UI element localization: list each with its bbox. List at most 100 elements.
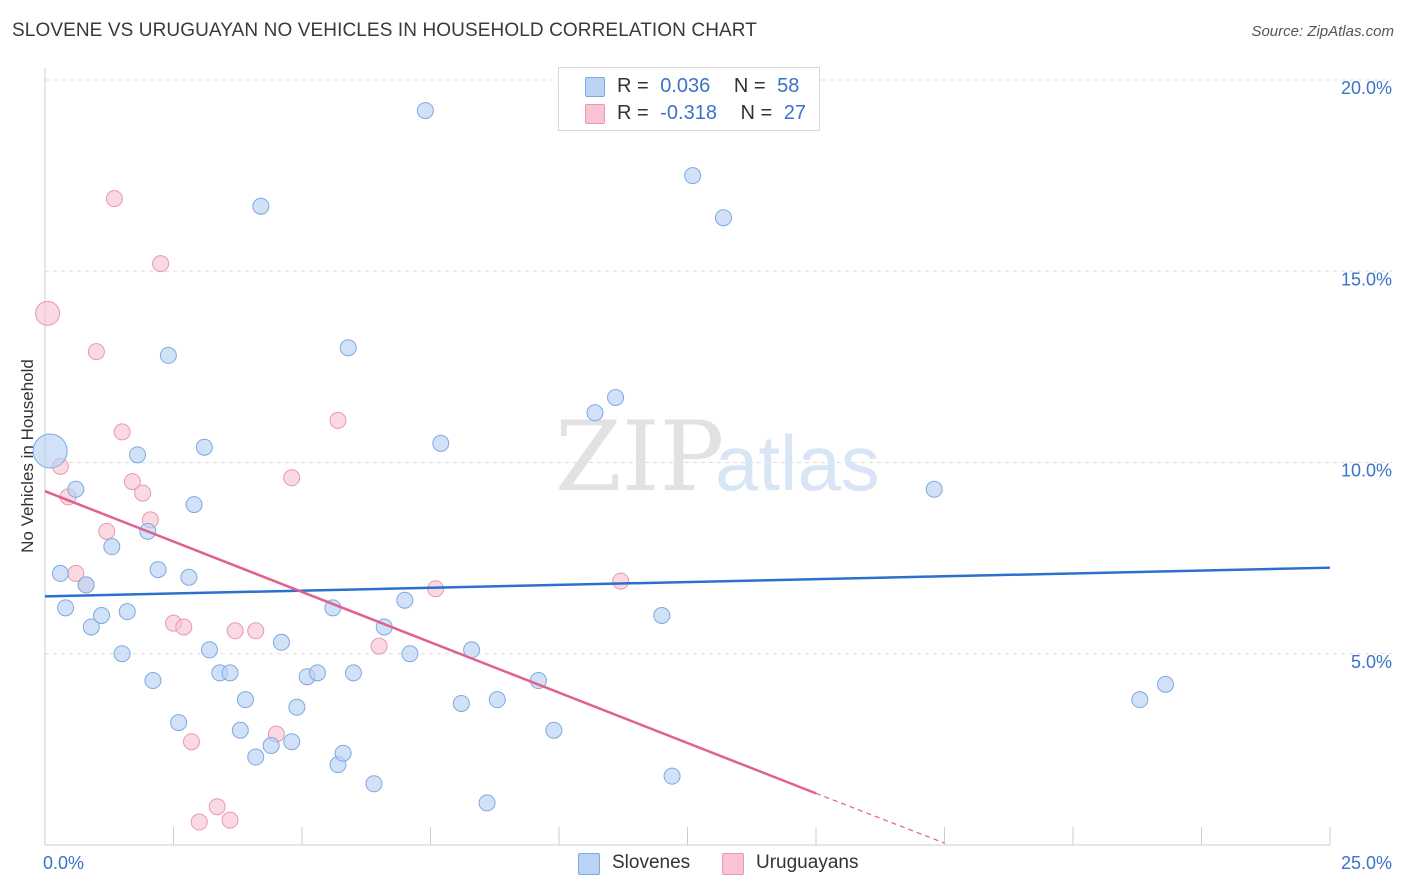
uruguayans-point [283,469,301,487]
slovenes-point [170,714,188,732]
slovenes-point [344,664,362,682]
bottom-legend-swatch-uruguayans [722,853,744,875]
slovenes-point [129,446,147,464]
uruguayans-point [208,798,226,816]
bottom-legend-label-slovenes: Slovenes [612,852,691,873]
uruguayans-point [182,733,200,751]
uruguayans-point [152,255,170,273]
watermark-zip: ZIP [555,401,724,513]
legend-r-value: 0.036 [660,75,711,97]
uruguayans-point [123,473,141,491]
uruguayans-point [221,811,239,829]
slovenes-point [32,433,68,469]
y-tick-label: 5.0% [1351,652,1392,672]
slovenes-points [32,102,1175,812]
uruguayans-point [98,522,116,540]
legend-n-label: N = [733,75,766,97]
tick-labels: 5.0% 10.0% 15.0% 20.0% 0.0% 25.0% [43,78,1392,873]
uruguayans-point [247,622,265,640]
slovenes-point [272,633,290,651]
uruguayans-point [190,813,208,831]
chart-title: SLOVENE VS URUGUAYAN NO VEHICLES IN HOUS… [12,20,757,41]
slovenes-point [452,694,470,712]
slovenes-point [262,737,280,755]
y-tick-label: 15.0% [1341,269,1392,289]
slovenes-point [1131,691,1149,709]
slovenes-point [288,698,306,716]
slovenes-point [283,733,301,751]
legend-r-label: R = [617,75,649,97]
slovenes-point [1157,675,1175,693]
slovenes-point [247,748,265,766]
trend-lines [44,490,1331,844]
slovenes-point [159,346,177,364]
slovenes-point [478,794,496,812]
slovenes-point [185,496,203,514]
source-label: Source: ZipAtlas.com [1251,23,1394,40]
y-tick-label: 10.0% [1341,461,1392,481]
legend-r-value: -0.318 [660,102,717,124]
slovenes-point [663,767,681,785]
legend-n-value: 58 [777,75,800,97]
slovenes-point [432,434,450,452]
uruguayans-point [87,343,105,361]
slovenes-point [67,480,85,498]
slovenes-point [82,618,100,636]
uruguayans-trend-extension [815,792,945,844]
legend-n-label: N = [740,102,773,124]
slovenes-point [93,607,111,624]
slovenes-point [77,576,95,594]
slovenes-point [103,538,121,556]
slovenes-point [221,664,239,682]
uruguayans-trend-line [44,490,817,795]
uruguayans-point [175,618,193,636]
slovenes-point [252,197,270,215]
legend-swatch-uruguayans [585,104,605,124]
slovenes-point [416,102,434,120]
slovenes-trend-line [44,566,1331,598]
slovenes-point [925,480,943,498]
slovenes-point [180,568,198,586]
slovenes-point [339,339,357,357]
slovenes-point [118,603,136,621]
slovenes-point [57,599,75,617]
slovenes-point [144,672,162,690]
slovenes-point [401,645,419,663]
legend-r-label: R = [617,102,649,124]
x-tick-label-max: 25.0% [1341,853,1392,873]
uruguayans-point [105,190,123,208]
uruguayans-points [35,190,630,831]
slovenes-point [684,167,702,185]
slovenes-point [51,564,69,582]
uruguayans-point [329,411,347,429]
slovenes-point [149,561,167,579]
slovenes-point [231,721,249,739]
y-tick-label: 20.0% [1341,78,1392,98]
uruguayans-point [35,300,61,326]
slovenes-point [365,775,383,793]
legend-n-value: 27 [783,102,807,124]
legend-swatch-slovenes [585,77,605,97]
correlation-legend: R = 0.036 N = 58 R = -0.318 N = 27 [558,67,820,131]
watermark-atlas: atlas [715,419,880,507]
uruguayans-point [226,622,244,640]
uruguayans-point [370,637,388,655]
uruguayans-point [113,423,131,441]
grid-lines [45,79,1392,655]
bottom-legend-label-uruguayans: Uruguayans [756,852,859,873]
slovenes-point [545,721,563,739]
uruguayans-point [612,572,630,590]
y-axis-label: No Vehicles in Household [18,359,37,553]
slovenes-point [607,388,625,406]
slovenes-point [308,664,326,682]
bottom-legend-swatch-slovenes [578,853,600,875]
slovenes-point [334,744,352,762]
slovenes-point [113,645,131,663]
slovenes-point [714,209,732,227]
slovenes-point [586,404,604,422]
slovenes-point [200,641,218,659]
slovenes-point [195,438,213,456]
uruguayans-point [134,484,152,502]
slovenes-point [653,607,671,624]
